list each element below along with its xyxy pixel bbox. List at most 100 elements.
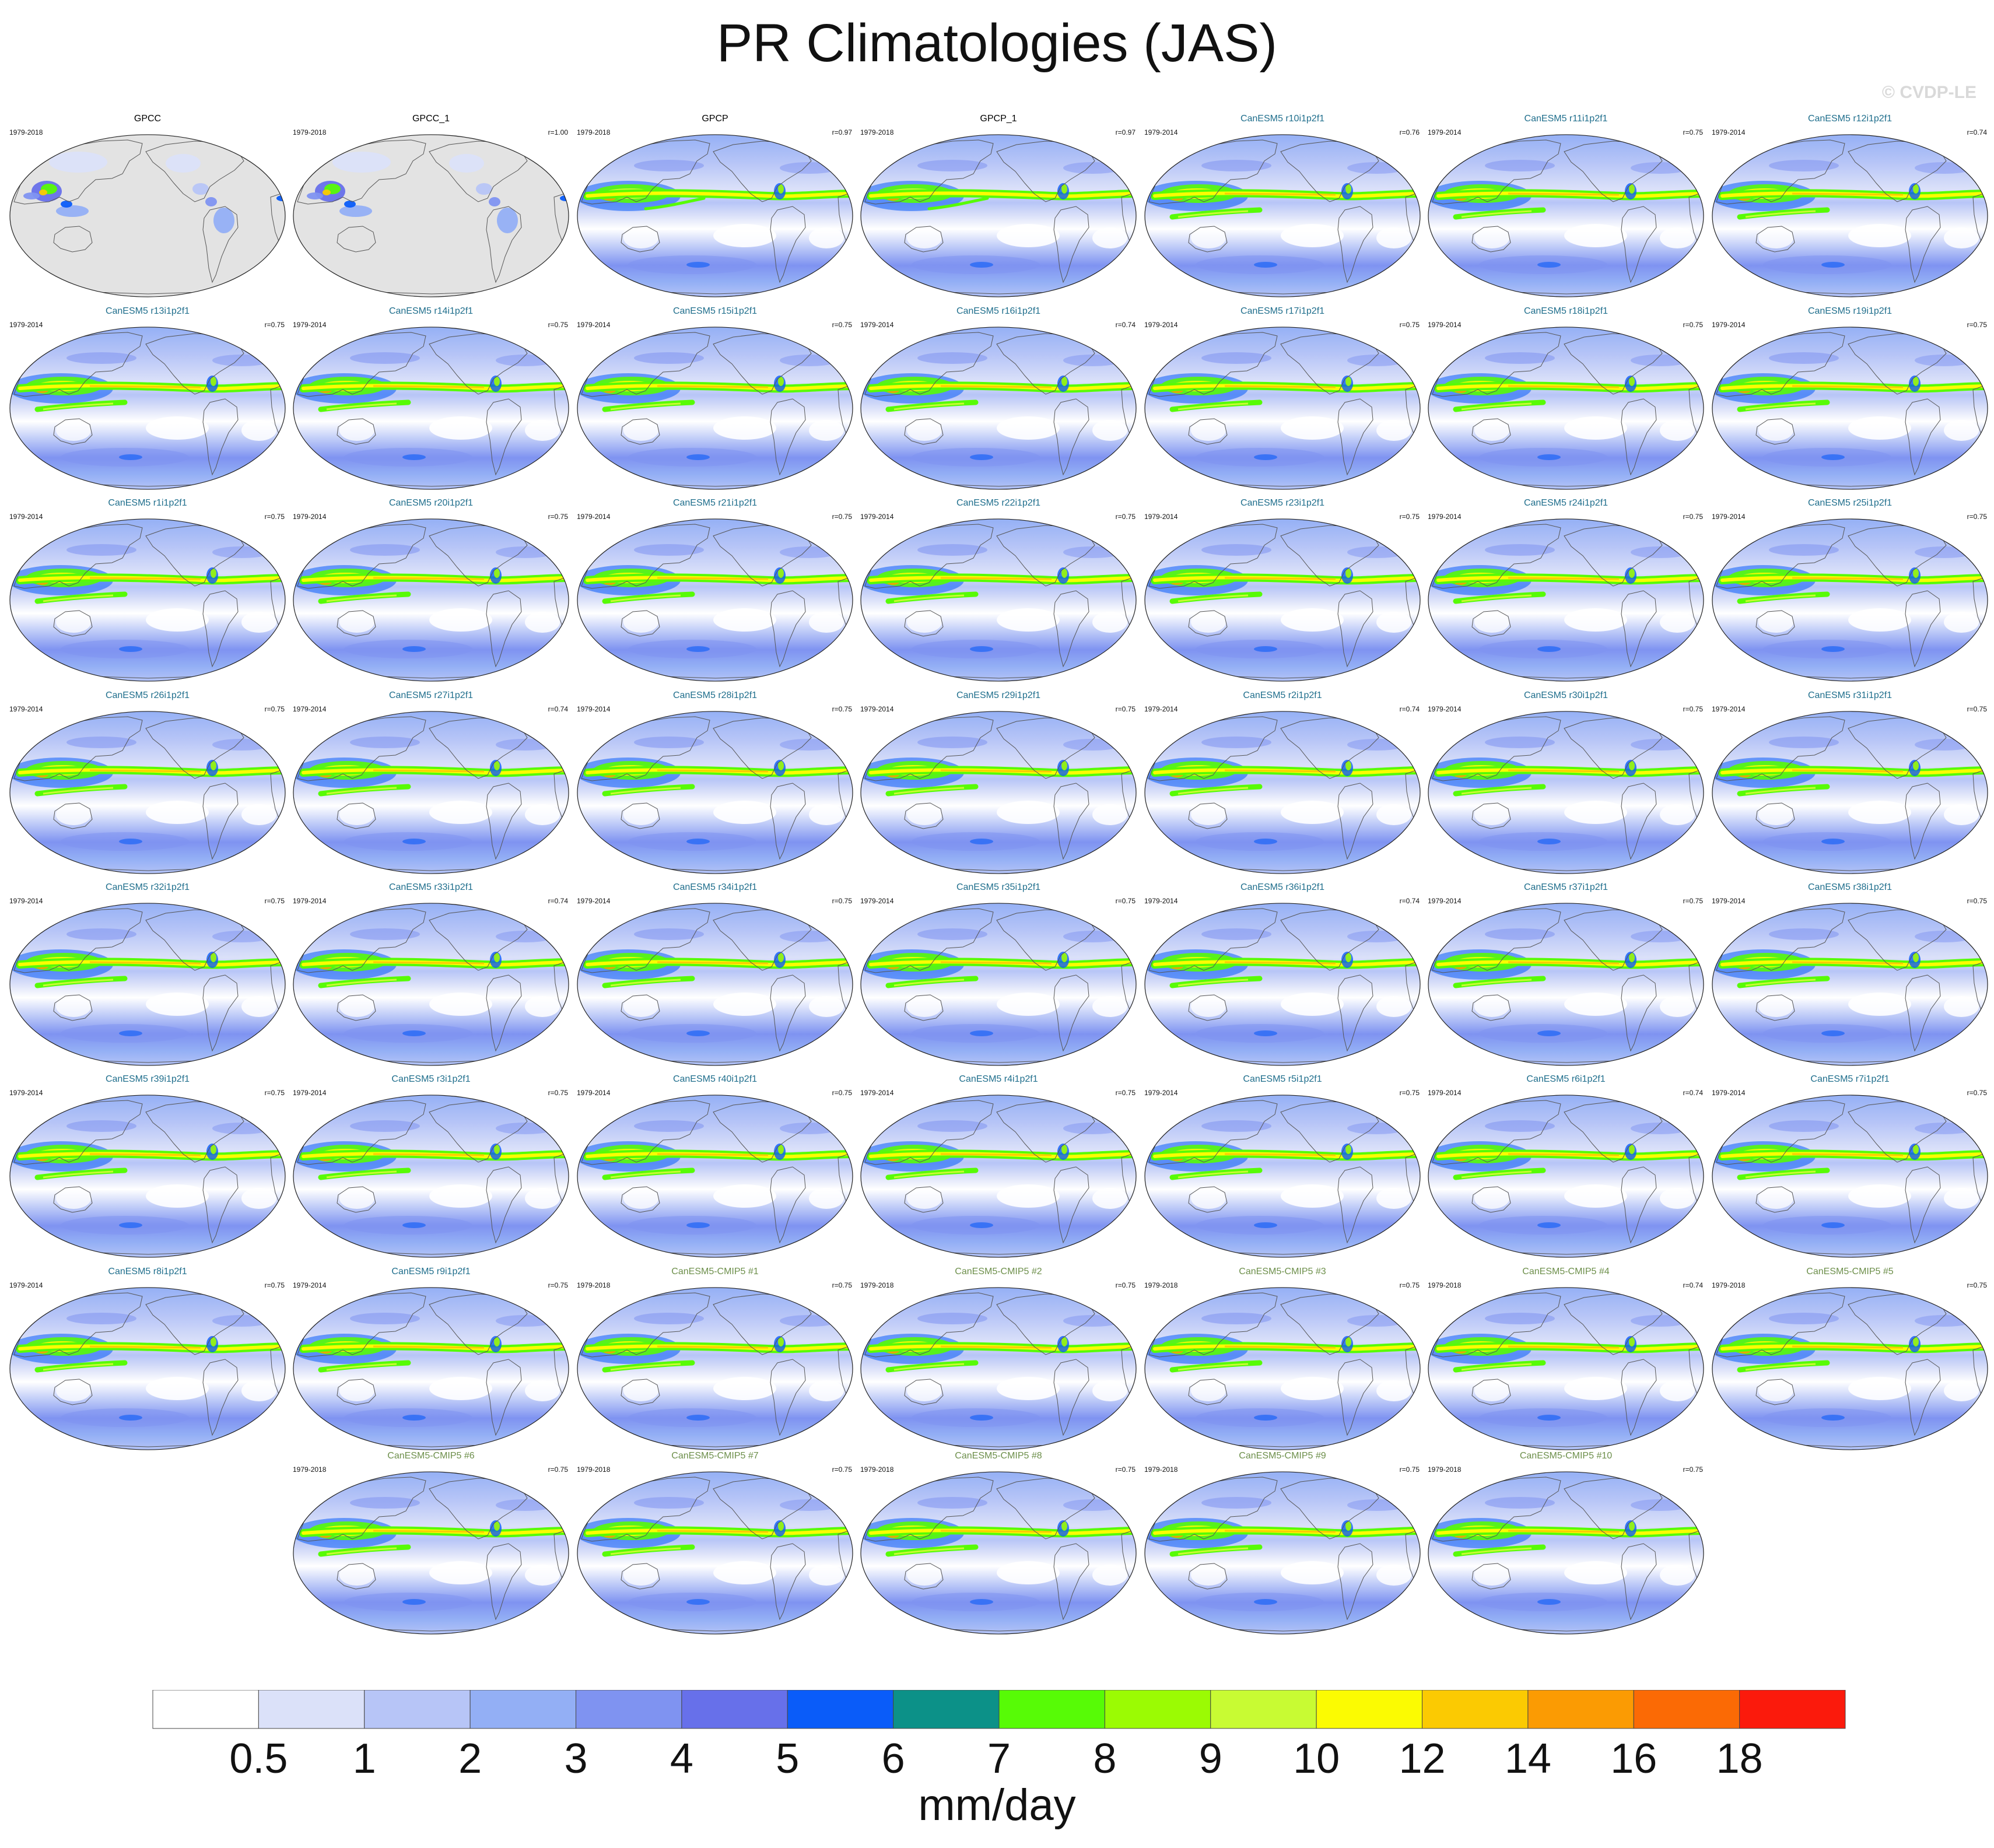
map-border	[1428, 903, 1704, 1066]
panel-years: 1979-2018	[860, 1281, 894, 1289]
map-panel: CanESM5-CMIP5 #4 1979-2018 r=0.74	[1427, 1265, 1705, 1451]
map-panel: CanESM5 r9i1p2f1 1979-2014 r=0.75	[292, 1265, 570, 1451]
panel-correlation: r=0.74	[1683, 1281, 1703, 1289]
map-border	[1712, 134, 1988, 297]
panel-years: 1979-2014	[1712, 897, 1746, 905]
panel-years: 1979-2014	[1428, 513, 1462, 521]
map-border	[860, 711, 1137, 874]
map-panel: CanESM5 r40i1p2f1 1979-2014 r=0.75	[576, 1072, 854, 1259]
colorbar-tick-label: 9	[1199, 1735, 1222, 1782]
itcz-band	[1428, 1313, 1704, 1427]
panel-years: 1979-2014	[1712, 128, 1746, 136]
map-panel: CanESM5 r4i1p2f1 1979-2014 r=0.75	[859, 1072, 1138, 1259]
panel-correlation: r=1.00	[548, 128, 568, 136]
panel-correlation: r=0.75	[832, 1465, 852, 1474]
map-svg	[9, 903, 286, 1066]
itcz-band	[1144, 928, 1421, 1043]
panel-correlation: r=0.75	[1683, 321, 1703, 329]
colorbar-tick-label: 12	[1399, 1735, 1445, 1782]
map-panel: CanESM5-CMIP5 #1 1979-2018 r=0.75	[576, 1265, 854, 1451]
panel-years: 1979-2018	[860, 128, 894, 136]
panel-title: CanESM5 r23i1p2f1	[1240, 498, 1325, 508]
itcz-band	[577, 1120, 853, 1235]
panel-years: 1979-2014	[1712, 705, 1746, 713]
map-svg	[860, 518, 1137, 682]
panel-years: 1979-2014	[293, 1281, 327, 1289]
map-border	[9, 1287, 286, 1450]
itcz-band	[1144, 1497, 1421, 1611]
panel-title: CanESM5 r5i1p2f1	[1243, 1074, 1322, 1084]
map-svg	[1712, 327, 1988, 490]
panel-correlation: r=0.75	[264, 1089, 285, 1097]
colorbar-swatch	[576, 1690, 682, 1729]
map-panel: GPCP 1979-2018 r=0.97	[576, 112, 854, 299]
panel-title: CanESM5-CMIP5 #4	[1522, 1267, 1610, 1277]
map-svg	[860, 134, 1137, 297]
panel-years: 1979-2014	[293, 513, 327, 521]
map-border	[9, 327, 286, 490]
panel-correlation: r=0.75	[1115, 1089, 1136, 1097]
map-border	[577, 327, 853, 490]
itcz-band	[860, 1120, 1137, 1235]
panel-years: 1979-2018	[1712, 1281, 1746, 1289]
panel-title: CanESM5 r37i1p2f1	[1523, 882, 1608, 892]
colorbar-swatch	[1210, 1690, 1317, 1729]
map-border	[293, 327, 569, 490]
map-svg	[860, 1287, 1137, 1450]
panel-correlation: r=0.75	[1683, 897, 1703, 905]
colorbar-tick-label: 10	[1293, 1735, 1340, 1782]
panel-correlation: r=0.75	[264, 897, 285, 905]
itcz-band	[1712, 1313, 1988, 1427]
precip-field	[9, 134, 286, 297]
map-border	[1144, 134, 1421, 297]
panel-years: 1979-2014	[293, 897, 327, 905]
colorbar-tick-label: 16	[1610, 1735, 1657, 1782]
map-panel: CanESM5 r29i1p2f1 1979-2014 r=0.75	[859, 689, 1138, 875]
panel-correlation: r=0.75	[548, 513, 568, 521]
map-panel: CanESM5 r31i1p2f1 1979-2014 r=0.75	[1711, 689, 1989, 875]
panel-years: 1979-2014	[860, 513, 894, 521]
map-border	[860, 903, 1137, 1066]
colorbar-swatch	[1422, 1690, 1529, 1729]
itcz-band	[293, 928, 569, 1043]
map-svg	[1428, 327, 1704, 490]
panel-title: CanESM5 r21i1p2f1	[672, 498, 758, 508]
map-panel: CanESM5 r5i1p2f1 1979-2014 r=0.75	[1143, 1072, 1422, 1259]
colorbar-swatch	[258, 1690, 365, 1729]
panel-title: GPCC	[134, 114, 162, 124]
panel-title: CanESM5 r15i1p2f1	[672, 306, 758, 316]
map-svg	[1428, 1471, 1704, 1635]
panel-years: 1979-2014	[577, 513, 611, 521]
map-panel: CanESM5 r1i1p2f1 1979-2014 r=0.75	[8, 496, 287, 683]
map-svg	[293, 518, 569, 682]
map-svg	[860, 1471, 1137, 1635]
map-svg	[293, 1095, 569, 1258]
map-panel: CanESM5 r24i1p2f1 1979-2014 r=0.75	[1427, 496, 1705, 683]
itcz-band	[9, 1120, 286, 1235]
map-panel: CanESM5 r27i1p2f1 1979-2014 r=0.74	[292, 689, 570, 875]
itcz-band	[1144, 1120, 1421, 1235]
panel-title: CanESM5 r22i1p2f1	[956, 498, 1041, 508]
map-svg	[9, 1095, 286, 1258]
panel-correlation: r=0.74	[1115, 321, 1136, 329]
panel-correlation: r=0.74	[1399, 897, 1420, 905]
map-svg	[293, 327, 569, 490]
colorbar-tick-label: 8	[1093, 1735, 1116, 1782]
panel-title: CanESM5 r27i1p2f1	[388, 690, 474, 700]
panel-years: 1979-2014	[1144, 513, 1178, 521]
colorbar: 0.5 1 2 3 4 5 6 7 8 9 10 12 14 16 18	[152, 1690, 1846, 1782]
panel-correlation: r=0.74	[1967, 128, 1987, 136]
panel-title: CanESM5-CMIP5 #7	[671, 1451, 759, 1461]
map-border	[293, 903, 569, 1066]
map-border	[9, 711, 286, 874]
itcz-band	[860, 352, 1137, 467]
panel-correlation: r=0.75	[1967, 897, 1987, 905]
panel-title: CanESM5-CMIP5 #8	[955, 1451, 1042, 1461]
panel-years: 1979-2018	[577, 128, 611, 136]
panel-title: CanESM5 r2i1p2f1	[1243, 690, 1322, 700]
map-panel: CanESM5 r35i1p2f1 1979-2014 r=0.75	[859, 881, 1138, 1067]
panel-correlation: r=0.75	[548, 1465, 568, 1474]
panel-years: 1979-2014	[577, 321, 611, 329]
colorbar-swatch	[787, 1690, 894, 1729]
panel-years: 1979-2014	[9, 513, 43, 521]
